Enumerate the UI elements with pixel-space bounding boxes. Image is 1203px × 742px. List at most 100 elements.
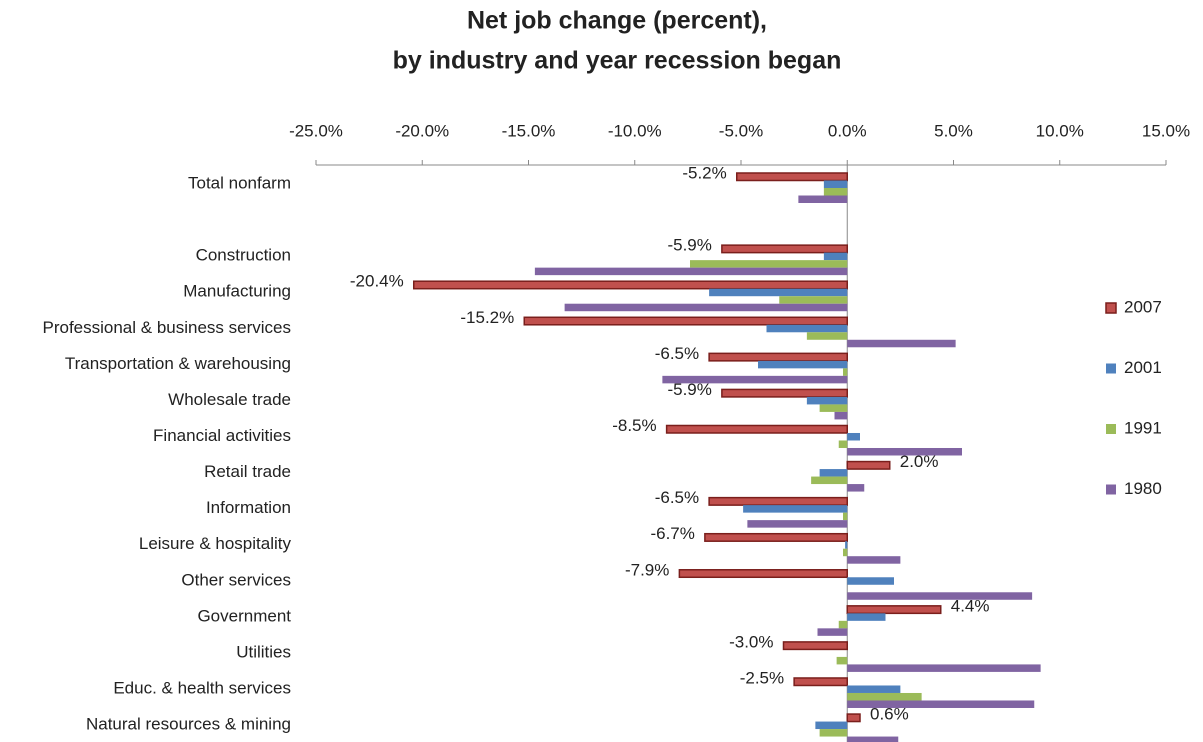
bar [534, 267, 848, 276]
x-tick-label: 5.0% [934, 121, 973, 140]
bar [843, 368, 848, 376]
y-tick-label: Manufacturing [183, 282, 291, 301]
x-tick-label: -5.0% [719, 121, 763, 140]
bar [782, 641, 848, 651]
x-tick-label: 10.0% [1036, 121, 1084, 140]
bar [413, 280, 848, 290]
bar [847, 484, 865, 492]
legend-label: 1980 [1124, 479, 1162, 498]
bar [847, 447, 962, 456]
y-tick-label: Other services [181, 570, 291, 589]
bar [811, 476, 848, 485]
bar [806, 396, 848, 405]
y-tick-label: Natural resources & mining [86, 715, 291, 734]
bar [847, 339, 956, 348]
legend-swatch [1105, 302, 1117, 314]
bar [847, 577, 894, 585]
bar [847, 736, 899, 742]
bar [819, 729, 848, 737]
legend-label: 2007 [1124, 297, 1162, 316]
data-label: 0.6% [870, 705, 909, 724]
bar [662, 375, 848, 384]
y-tick-label: Information [206, 498, 291, 517]
bar [766, 324, 848, 333]
bar [798, 195, 848, 203]
data-label: -5.9% [667, 380, 711, 399]
legend-swatch [1106, 484, 1116, 495]
bar [846, 713, 861, 723]
y-tick-label: Financial activities [153, 426, 291, 445]
data-label: -5.2% [682, 163, 726, 182]
bar [823, 188, 848, 196]
bar [843, 512, 848, 521]
bar [815, 721, 848, 730]
bar [758, 360, 848, 369]
bar [838, 440, 848, 448]
data-label: -6.5% [655, 344, 699, 363]
bar [823, 180, 848, 188]
bar [823, 252, 848, 261]
x-tick-label: 0.0% [828, 121, 867, 140]
bar [736, 172, 848, 182]
data-label: -5.9% [667, 236, 711, 255]
data-label: 2.0% [900, 452, 939, 471]
data-label: -6.5% [655, 488, 699, 507]
bar [690, 260, 848, 268]
y-tick-label: Professional & business services [42, 318, 291, 337]
y-tick-label: Leisure & hospitality [139, 534, 292, 553]
bar [817, 628, 848, 636]
bar [708, 352, 848, 362]
data-label: -7.9% [625, 560, 669, 579]
bar [678, 569, 848, 579]
bar [847, 692, 922, 701]
bar [847, 592, 1033, 600]
bar [819, 469, 848, 477]
bar [836, 656, 848, 665]
bar [847, 700, 1035, 708]
data-label: -20.4% [350, 272, 404, 291]
bar [708, 496, 848, 506]
bar [806, 332, 848, 340]
y-tick-label: Retail trade [204, 462, 291, 481]
x-tick-label: -25.0% [289, 121, 343, 140]
bar [847, 556, 901, 564]
chart-title: by industry and year recession began [393, 47, 842, 75]
x-tick-label: -15.0% [502, 121, 556, 140]
bar [838, 620, 848, 629]
bar [709, 288, 848, 297]
y-tick-label: Transportation & warehousing [65, 354, 291, 373]
bar [846, 460, 891, 470]
y-tick-label: Construction [196, 246, 291, 265]
bar [847, 432, 860, 441]
y-tick-label: Wholesale trade [168, 390, 291, 409]
y-tick-label: Total nonfarm [188, 173, 291, 192]
data-label: -3.0% [729, 632, 773, 651]
bar [779, 296, 848, 304]
bar [704, 532, 848, 542]
bar [834, 411, 848, 420]
bar [845, 541, 848, 549]
bar [743, 505, 848, 513]
bar [847, 613, 886, 621]
chart-title: Net job change (percent), [467, 7, 767, 35]
x-tick-label: -20.0% [395, 121, 449, 140]
bar [721, 388, 848, 398]
data-label: -6.7% [650, 524, 694, 543]
legend-label: 2001 [1124, 358, 1162, 377]
bar [847, 664, 1041, 672]
data-label: -15.2% [460, 308, 514, 327]
bar [846, 605, 942, 615]
legend-label: 1991 [1124, 418, 1162, 437]
bar [843, 548, 848, 557]
x-tick-label: 15.0% [1142, 121, 1190, 140]
bar [847, 685, 901, 693]
y-tick-label: Educ. & health services [113, 678, 291, 697]
bar [665, 424, 848, 434]
y-tick-label: Utilities [236, 642, 291, 661]
bar [523, 316, 848, 326]
bar [721, 244, 848, 254]
bar [819, 404, 848, 412]
y-tick-label: Government [197, 606, 291, 625]
bar [564, 303, 848, 312]
